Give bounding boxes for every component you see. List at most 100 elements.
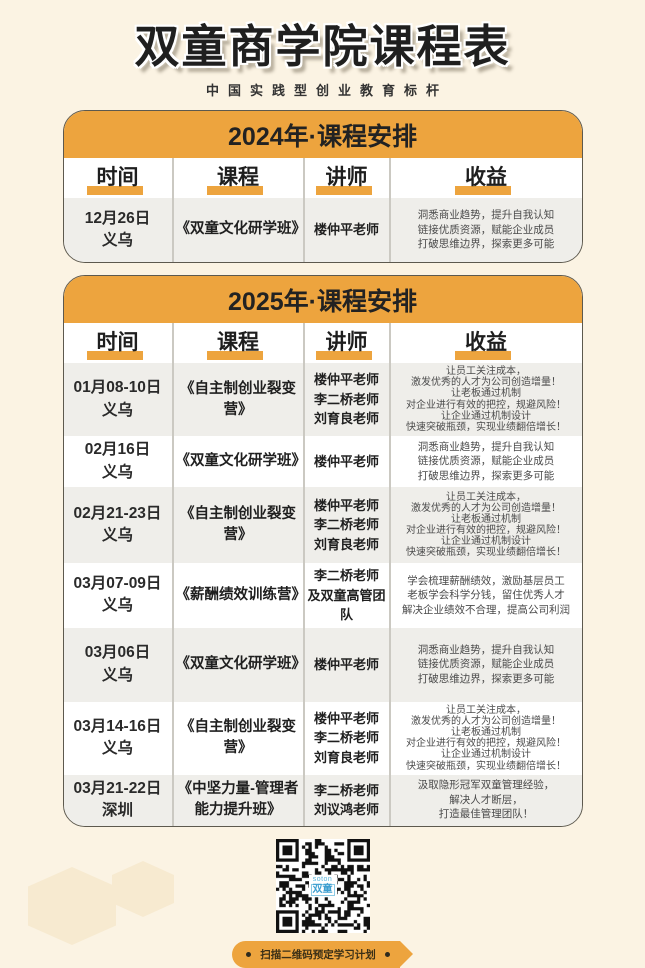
lecturer-text: 刘育良老师 bbox=[313, 536, 379, 552]
column-header-label: 收益 bbox=[455, 161, 513, 195]
benefit-text: 打破思维边界，探索更多可能 bbox=[417, 238, 555, 251]
lecturer-text: 楼仲平老师 bbox=[313, 497, 379, 513]
dot-right-icon bbox=[384, 951, 390, 957]
highlight-bar bbox=[315, 186, 372, 195]
lecturer-text: 刘育良老师 bbox=[313, 749, 379, 765]
column-header: 讲师 bbox=[302, 158, 389, 198]
column-header-label: 时间 bbox=[86, 161, 145, 195]
table-row: 02月21-23日 义乌 《自主制创业裂变营》 楼仲平老师 李二桥老师 刘育良老师 让员工关… bbox=[63, 487, 582, 564]
lecturer-cell: 楼仲平老师 李二桥老师 刘育良老师 bbox=[302, 363, 389, 437]
lecturer-text: 楼仲平老师 bbox=[313, 710, 379, 726]
benefit-text: 让员工关注成本， bbox=[446, 491, 526, 503]
ribbon-text: 扫描二维码预定学习计划 bbox=[260, 948, 376, 961]
benefit-text: 快速突破瓶颈，实现业绩翻倍增长！ bbox=[406, 547, 566, 559]
benefit-text: 汲取隐形冠军双童管理经验， bbox=[417, 779, 555, 792]
benefit-cell: 洞悉商业趋势，提升自我认知 链接优质资源，赋能企业成员 打破思维边界，探索更多可能 bbox=[388, 436, 582, 488]
table-row: 03月06日 义乌 《双童文化研学班》 楼仲平老师 洞悉商业趋势，提升自我认知 链接优质资… bbox=[63, 627, 582, 702]
lecturer-cell: 楼仲平老师 李二桥老师 刘育良老师 bbox=[302, 701, 389, 775]
time-text: 义乌 bbox=[101, 527, 133, 545]
benefit-cell: 让员工关注成本， 激发优秀的人才为公司创造增量！ 让老板通过机制 对企业进行有效的把控… bbox=[388, 701, 582, 775]
benefit-text: 老板学会科学分钱，留住优秀人才 bbox=[407, 589, 565, 602]
column-header: 课程 bbox=[171, 158, 303, 198]
benefit-cell: 洞悉商业趋势，提升自我认知 链接优质资源，赋能企业成员 打破思维边界，探索更多可能 bbox=[388, 198, 582, 262]
benefit-text: 快速突破瓶颈，实现业绩翻倍增长！ bbox=[406, 421, 566, 433]
course-cell: 《双童文化研学班》 bbox=[171, 436, 306, 488]
time-text: 深圳 bbox=[101, 802, 133, 820]
column-header-label: 讲师 bbox=[315, 326, 374, 360]
benefit-text: 对企业进行有效的把控，规避风险！ bbox=[406, 738, 566, 750]
time-text: 01月08-10日 bbox=[73, 379, 162, 397]
benefit-text: 洞悉商业趋势，提升自我认知 bbox=[417, 209, 555, 222]
time-cell: 01月08-10日 义乌 bbox=[64, 363, 172, 436]
course-text: 《自主制创业裂变营》 bbox=[180, 506, 296, 544]
benefit-text: 让老板通过机制 bbox=[451, 388, 521, 400]
time-text: 义乌 bbox=[101, 463, 133, 481]
lecturer-text: 楼仲平老师 bbox=[313, 222, 379, 238]
benefit-text: 链接优质资源，赋能企业成员 bbox=[417, 455, 555, 468]
benefit-text: 对企业进行有效的把控，规避风险！ bbox=[406, 399, 566, 411]
time-text: 03月06日 bbox=[84, 644, 151, 662]
benefit-text: 让员工关注成本， bbox=[446, 366, 526, 377]
course-text: 《双童文化研学班》 bbox=[175, 221, 307, 238]
lecturer-cell: 李二桥老师 及双童高管团队 bbox=[302, 563, 389, 628]
course-cell: 《自主制创业裂变营》 bbox=[171, 701, 303, 775]
time-text: 义乌 bbox=[101, 401, 133, 419]
benefit-cell: 让员工关注成本， 激发优秀的人才为公司创造增量！ 让老板通过机制 对企业进行有效的把控… bbox=[388, 487, 582, 564]
course-text: 《中坚力量-管理者 bbox=[177, 781, 299, 798]
benefit-text: 让企业通过机制设计 bbox=[441, 536, 531, 548]
benefit-cell: 洞悉商业趋势，提升自我认知 链接优质资源，赋能企业成员 打破思维边界，探索更多可能 bbox=[388, 627, 582, 702]
highlight-bar bbox=[86, 186, 143, 195]
time-text: 03月21-22日 bbox=[73, 779, 162, 797]
highlight-bar bbox=[86, 351, 143, 360]
ribbon-body: 扫描二维码预定学习计划 bbox=[232, 940, 400, 968]
course-cell: 《中坚力量-管理者 能力提升班》 bbox=[171, 774, 303, 826]
table-row: 03月07-09日 义乌 《薪酬绩效训练营》 李二桥老师 及双童高管团队 学会梳理薪酬绩效… bbox=[63, 563, 582, 628]
highlight-bar bbox=[207, 186, 263, 195]
table-row: 03月14-16日 义乌 《自主制创业裂变营》 楼仲平老师 李二桥老师 刘育良老师 让员工关… bbox=[63, 701, 582, 775]
time-text: 12月26日 bbox=[84, 209, 151, 227]
time-text: 02月16日 bbox=[84, 441, 151, 459]
time-cell: 03月06日 义乌 bbox=[64, 628, 172, 702]
lecturer-text: 李二桥老师 bbox=[313, 568, 379, 584]
benefit-cell: 学会梳理薪酬绩效，激励基层员工 老板学会科学分钱，留住优秀人才 解决企业绩效不合理，… bbox=[388, 563, 582, 628]
schedule-sections: 2024年·课程安排 时间 课程 讲师 收益 12月26日 义乌 《双童文化研学班》 楼仲平老师… bbox=[0, 110, 645, 827]
benefit-text: 洞悉商业趋势，提升自我认知 bbox=[417, 643, 555, 656]
highlight-bar bbox=[455, 351, 511, 360]
benefit-text: 快速突破瓶颈，实现业绩翻倍增长！ bbox=[406, 760, 566, 772]
highlight-bar bbox=[455, 186, 511, 195]
benefit-text: 打破思维边界，探索更多可能 bbox=[417, 672, 555, 685]
benefit-text: 对企业进行有效的把控，规避风险！ bbox=[406, 525, 566, 537]
course-text: 能力提升班》 bbox=[194, 802, 282, 819]
column-header-text: 时间 bbox=[96, 331, 139, 354]
qr-code: soton 双童 bbox=[275, 838, 370, 933]
course-cell: 《自主制创业裂变营》 bbox=[171, 363, 303, 437]
lecturer-cell: 楼仲平老师 bbox=[302, 436, 389, 488]
schedule-card: 2025年·课程安排 时间 课程 讲师 收益 01月08-10日 义乌 《自主制创业裂变营》楼… bbox=[62, 275, 583, 827]
benefit-text: 打造最佳管理团队！ bbox=[438, 808, 534, 821]
course-cell: 《薪酬绩效训练营》 bbox=[171, 563, 306, 628]
column-header-label: 课程 bbox=[207, 326, 265, 360]
time-text: 义乌 bbox=[101, 597, 133, 615]
lecturer-text: 楼仲平老师 bbox=[313, 453, 379, 469]
time-text: 义乌 bbox=[101, 740, 133, 758]
lecturer-cell: 楼仲平老师 李二桥老师 刘育良老师 bbox=[302, 487, 389, 564]
column-header-label: 课程 bbox=[207, 161, 265, 195]
benefit-text: 学会梳理薪酬绩效，激励基层员工 bbox=[407, 574, 565, 587]
time-text: 03月07-09日 bbox=[73, 574, 162, 592]
lecturer-text: 楼仲平老师 bbox=[313, 656, 379, 672]
time-cell: 03月14-16日 义乌 bbox=[64, 702, 172, 775]
column-header-text: 收益 bbox=[465, 166, 507, 189]
lecturer-text: 刘议鸿老师 bbox=[313, 802, 379, 818]
lecturer-cell: 楼仲平老师 bbox=[302, 627, 389, 702]
column-header: 课程 bbox=[171, 323, 303, 363]
hexagon-decoration bbox=[28, 867, 116, 945]
course-cell: 《自主制创业裂变营》 bbox=[171, 487, 303, 564]
benefit-cell: 汲取隐形冠军双童管理经验， 解决人才断层， 打造最佳管理团队！ bbox=[388, 774, 582, 826]
section-header: 2024年·课程安排 bbox=[63, 111, 582, 158]
course-text: 《自主制创业裂变营》 bbox=[180, 719, 296, 757]
time-text: 03月14-16日 bbox=[73, 717, 162, 735]
section-header: 2025年·课程安排 bbox=[63, 276, 582, 323]
benefit-text: 激发优秀的人才为公司创造增量！ bbox=[411, 377, 561, 389]
column-header-label: 时间 bbox=[86, 326, 145, 360]
time-cell: 12月26日 义乌 bbox=[64, 198, 172, 262]
